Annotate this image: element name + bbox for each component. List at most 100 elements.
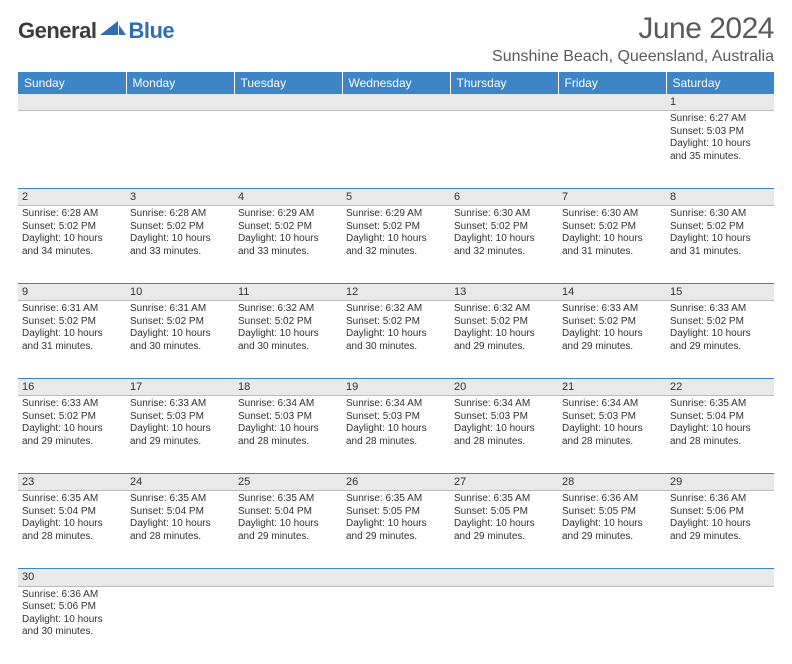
- day-number-cell: 27: [450, 474, 558, 491]
- day-cell: Sunrise: 6:34 AMSunset: 5:03 PMDaylight:…: [342, 396, 450, 474]
- sunset-line: Sunset: 5:06 PM: [670, 506, 770, 519]
- daylight-line: Daylight: 10 hours and 29 minutes.: [238, 518, 338, 543]
- logo: General Blue: [18, 18, 174, 44]
- daylight-line: Daylight: 10 hours and 31 minutes.: [670, 233, 770, 258]
- day-cell: Sunrise: 6:35 AMSunset: 5:05 PMDaylight:…: [450, 491, 558, 569]
- header: General Blue June 2024 Sunshine Beach, Q…: [18, 12, 774, 66]
- daylight-line: Daylight: 10 hours and 30 minutes.: [130, 328, 230, 353]
- sunrise-line: Sunrise: 6:34 AM: [238, 398, 338, 411]
- daylight-line: Daylight: 10 hours and 35 minutes.: [670, 138, 770, 163]
- sunrise-line: Sunrise: 6:31 AM: [22, 303, 122, 316]
- day-cell: [450, 586, 558, 664]
- day-cell: Sunrise: 6:30 AMSunset: 5:02 PMDaylight:…: [666, 206, 774, 284]
- day-number-cell: [450, 94, 558, 111]
- sunrise-line: Sunrise: 6:29 AM: [346, 208, 446, 221]
- sunrise-line: Sunrise: 6:30 AM: [670, 208, 770, 221]
- day-number-cell: 13: [450, 284, 558, 301]
- day-cell-body: Sunrise: 6:30 AMSunset: 5:02 PMDaylight:…: [666, 206, 774, 262]
- day-cell: Sunrise: 6:34 AMSunset: 5:03 PMDaylight:…: [234, 396, 342, 474]
- day-cell-body: Sunrise: 6:35 AMSunset: 5:04 PMDaylight:…: [234, 491, 342, 547]
- day-cell-body: Sunrise: 6:31 AMSunset: 5:02 PMDaylight:…: [18, 301, 126, 357]
- sunrise-line: Sunrise: 6:36 AM: [22, 589, 122, 602]
- day-cell-body: Sunrise: 6:28 AMSunset: 5:02 PMDaylight:…: [18, 206, 126, 262]
- day-cell-body: Sunrise: 6:32 AMSunset: 5:02 PMDaylight:…: [234, 301, 342, 357]
- day-number-cell: 30: [18, 569, 126, 586]
- day-number-cell: 5: [342, 189, 450, 206]
- daylight-line: Daylight: 10 hours and 28 minutes.: [238, 423, 338, 448]
- sunrise-line: Sunrise: 6:29 AM: [238, 208, 338, 221]
- daylight-line: Daylight: 10 hours and 30 minutes.: [238, 328, 338, 353]
- daylight-line: Daylight: 10 hours and 28 minutes.: [346, 423, 446, 448]
- day-cell-body: Sunrise: 6:28 AMSunset: 5:02 PMDaylight:…: [126, 206, 234, 262]
- day-cell: Sunrise: 6:32 AMSunset: 5:02 PMDaylight:…: [342, 301, 450, 379]
- day-number-cell: [342, 569, 450, 586]
- sunset-line: Sunset: 5:02 PM: [238, 316, 338, 329]
- day-number-cell: 12: [342, 284, 450, 301]
- daylight-line: Daylight: 10 hours and 28 minutes.: [562, 423, 662, 448]
- day-cell-body: Sunrise: 6:35 AMSunset: 5:05 PMDaylight:…: [450, 491, 558, 547]
- sunrise-line: Sunrise: 6:35 AM: [22, 493, 122, 506]
- sunrise-line: Sunrise: 6:28 AM: [130, 208, 230, 221]
- day-number-cell: 7: [558, 189, 666, 206]
- day-cell: [234, 586, 342, 664]
- day-cell-body: Sunrise: 6:36 AMSunset: 5:06 PMDaylight:…: [18, 587, 126, 643]
- day-number-cell: 14: [558, 284, 666, 301]
- sunrise-line: Sunrise: 6:36 AM: [670, 493, 770, 506]
- day-cell-body: Sunrise: 6:34 AMSunset: 5:03 PMDaylight:…: [450, 396, 558, 452]
- daylight-line: Daylight: 10 hours and 30 minutes.: [346, 328, 446, 353]
- day-cell: [450, 111, 558, 189]
- day-number-cell: [234, 94, 342, 111]
- daylight-line: Daylight: 10 hours and 28 minutes.: [454, 423, 554, 448]
- day-cell-body: Sunrise: 6:35 AMSunset: 5:04 PMDaylight:…: [666, 396, 774, 452]
- sunset-line: Sunset: 5:02 PM: [22, 316, 122, 329]
- day-cell: [342, 111, 450, 189]
- sunset-line: Sunset: 5:03 PM: [670, 126, 770, 139]
- day-cell-body: Sunrise: 6:33 AMSunset: 5:02 PMDaylight:…: [666, 301, 774, 357]
- day-cell: Sunrise: 6:28 AMSunset: 5:02 PMDaylight:…: [18, 206, 126, 284]
- day-cell: Sunrise: 6:28 AMSunset: 5:02 PMDaylight:…: [126, 206, 234, 284]
- day-number-cell: 21: [558, 379, 666, 396]
- day-cell: Sunrise: 6:27 AMSunset: 5:03 PMDaylight:…: [666, 111, 774, 189]
- calendar-page: General Blue June 2024 Sunshine Beach, Q…: [0, 0, 792, 664]
- day-cell: [558, 586, 666, 664]
- day-content-row: Sunrise: 6:36 AMSunset: 5:06 PMDaylight:…: [18, 586, 774, 664]
- day-number-cell: 6: [450, 189, 558, 206]
- day-cell: Sunrise: 6:35 AMSunset: 5:04 PMDaylight:…: [126, 491, 234, 569]
- day-number-cell: 10: [126, 284, 234, 301]
- sunrise-line: Sunrise: 6:36 AM: [562, 493, 662, 506]
- day-cell: [234, 111, 342, 189]
- sunrise-line: Sunrise: 6:28 AM: [22, 208, 122, 221]
- month-title: June 2024: [492, 12, 774, 46]
- sunset-line: Sunset: 5:03 PM: [346, 411, 446, 424]
- sunset-line: Sunset: 5:02 PM: [22, 221, 122, 234]
- calendar-table: SundayMondayTuesdayWednesdayThursdayFrid…: [18, 72, 774, 664]
- weekday-header: Thursday: [450, 72, 558, 94]
- sunset-line: Sunset: 5:04 PM: [238, 506, 338, 519]
- day-cell-body: Sunrise: 6:34 AMSunset: 5:03 PMDaylight:…: [342, 396, 450, 452]
- day-number-cell: [342, 94, 450, 111]
- sunset-line: Sunset: 5:02 PM: [130, 316, 230, 329]
- daylight-line: Daylight: 10 hours and 30 minutes.: [22, 614, 122, 639]
- sunset-line: Sunset: 5:05 PM: [454, 506, 554, 519]
- day-cell: [558, 111, 666, 189]
- weekday-header: Tuesday: [234, 72, 342, 94]
- day-cell-body: Sunrise: 6:30 AMSunset: 5:02 PMDaylight:…: [558, 206, 666, 262]
- day-number-cell: 23: [18, 474, 126, 491]
- day-content-row: Sunrise: 6:31 AMSunset: 5:02 PMDaylight:…: [18, 301, 774, 379]
- day-number-cell: 8: [666, 189, 774, 206]
- sunset-line: Sunset: 5:02 PM: [454, 221, 554, 234]
- day-number-row: 16171819202122: [18, 379, 774, 396]
- daylight-line: Daylight: 10 hours and 32 minutes.: [454, 233, 554, 258]
- day-number-cell: 16: [18, 379, 126, 396]
- sunrise-line: Sunrise: 6:34 AM: [346, 398, 446, 411]
- day-number-cell: 24: [126, 474, 234, 491]
- day-number-cell: [126, 569, 234, 586]
- sunset-line: Sunset: 5:02 PM: [346, 221, 446, 234]
- daylight-line: Daylight: 10 hours and 32 minutes.: [346, 233, 446, 258]
- daylight-line: Daylight: 10 hours and 29 minutes.: [346, 518, 446, 543]
- sunrise-line: Sunrise: 6:33 AM: [130, 398, 230, 411]
- day-cell: Sunrise: 6:35 AMSunset: 5:05 PMDaylight:…: [342, 491, 450, 569]
- sunrise-line: Sunrise: 6:35 AM: [670, 398, 770, 411]
- daylight-line: Daylight: 10 hours and 29 minutes.: [454, 518, 554, 543]
- day-cell: Sunrise: 6:30 AMSunset: 5:02 PMDaylight:…: [558, 206, 666, 284]
